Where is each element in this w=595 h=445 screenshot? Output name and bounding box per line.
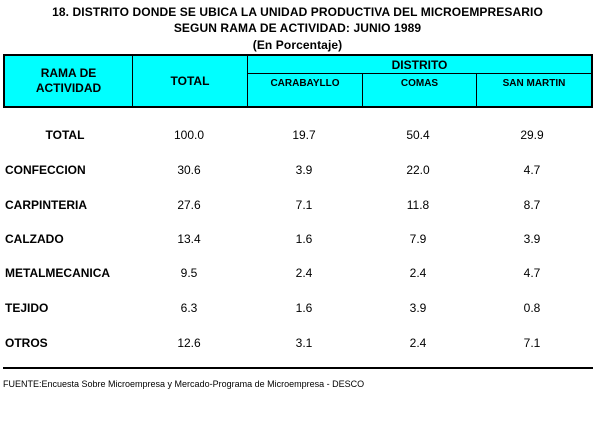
- header-distrito: DISTRITO: [391, 57, 448, 72]
- source-note: FUENTE:Encuesta Sobre Microempresa y Mer…: [3, 379, 365, 389]
- header-total: TOTAL: [170, 74, 210, 88]
- row-label: CONFECCION: [5, 163, 86, 177]
- cell-comas: 22.0: [406, 163, 430, 177]
- table-row: METALMECANICA 9.5 2.4 2.4 4.7: [0, 265, 595, 281]
- table-row: TOTAL 100.0 19.7 50.4 29.9: [0, 127, 595, 143]
- cell-total: 100.0: [173, 128, 205, 142]
- cell-carabayllo: 7.1: [295, 198, 313, 212]
- cell-carabayllo: 2.4: [295, 266, 313, 280]
- cell-san-martin: 29.9: [520, 128, 544, 142]
- cell-total: 9.5: [180, 266, 198, 280]
- cell-total: 6.3: [180, 301, 198, 315]
- table-row: CONFECCION 30.6 3.9 22.0 4.7: [0, 162, 595, 178]
- cell-comas: 3.9: [409, 301, 427, 315]
- cell-comas: 2.4: [409, 336, 427, 350]
- table-row: OTROS 12.6 3.1 2.4 7.1: [0, 335, 595, 351]
- header-rama-line2: ACTIVIDAD: [35, 81, 102, 95]
- cell-san-martin: 8.7: [523, 198, 541, 212]
- table-title-line2: SEGUN RAMA DE ACTIVIDAD: JUNIO 1989: [173, 21, 422, 35]
- row-label: CALZADO: [5, 232, 64, 246]
- cell-total: 27.6: [177, 198, 201, 212]
- header-rama-line1: RAMA DE: [40, 66, 97, 80]
- header-carabayllo: CARABAYLLO: [270, 78, 340, 89]
- cell-carabayllo: 3.1: [295, 336, 313, 350]
- cell-carabayllo: 3.9: [295, 163, 313, 177]
- header-san-martin: SAN MARTIN: [502, 78, 566, 89]
- table-subtitle: (En Porcentaje): [252, 38, 343, 52]
- cell-total: 12.6: [177, 336, 201, 350]
- cell-carabayllo: 19.7: [292, 128, 316, 142]
- cell-total: 30.6: [177, 163, 201, 177]
- table-header: RAMA DE ACTIVIDAD TOTAL DISTRITO CARABAY…: [3, 54, 593, 108]
- cell-carabayllo: 1.6: [295, 232, 313, 246]
- cell-san-martin: 0.8: [523, 301, 541, 315]
- cell-comas: 7.9: [409, 232, 427, 246]
- row-label: CARPINTERIA: [5, 198, 88, 212]
- table-row: CARPINTERIA 27.6 7.1 11.8 8.7: [0, 197, 595, 213]
- cell-comas: 50.4: [406, 128, 430, 142]
- table-row: CALZADO 13.4 1.6 7.9 3.9: [0, 231, 595, 247]
- row-label: TOTAL: [45, 128, 85, 142]
- header-rama: RAMA DE ACTIVIDAD: [5, 56, 132, 106]
- row-label: OTROS: [5, 336, 48, 350]
- cell-san-martin: 7.1: [523, 336, 541, 350]
- table-title-line1: 18. DISTRITO DONDE SE UBICA LA UNIDAD PR…: [52, 5, 543, 19]
- cell-san-martin: 3.9: [523, 232, 541, 246]
- cell-carabayllo: 1.6: [295, 301, 313, 315]
- cell-san-martin: 4.7: [523, 266, 541, 280]
- header-comas: COMAS: [400, 78, 439, 89]
- cell-comas: 2.4: [409, 266, 427, 280]
- bottom-rule: [3, 367, 593, 369]
- row-label: TEJIDO: [5, 301, 49, 315]
- cell-comas: 11.8: [406, 198, 430, 212]
- row-label: METALMECANICA: [5, 266, 111, 280]
- cell-total: 13.4: [177, 232, 201, 246]
- cell-san-martin: 4.7: [523, 163, 541, 177]
- table-row: TEJIDO 6.3 1.6 3.9 0.8: [0, 300, 595, 316]
